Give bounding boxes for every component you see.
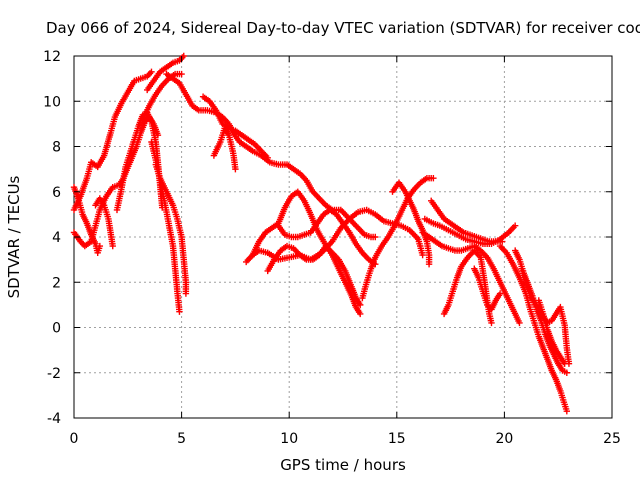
x-tick-label: 0 — [70, 431, 79, 447]
data-series-track-19 — [421, 215, 519, 247]
data-series-track-27 — [535, 297, 568, 367]
series-line — [430, 200, 503, 243]
data-point — [96, 242, 104, 250]
data-point — [109, 242, 116, 250]
data-series-track-23 — [471, 265, 504, 313]
data-series-track-21 — [419, 229, 523, 327]
grid-lines — [74, 56, 612, 418]
data-point — [488, 319, 495, 327]
data-point — [372, 233, 379, 241]
series-layer — [70, 52, 573, 415]
data-point — [419, 251, 426, 259]
data-point — [516, 319, 523, 327]
data-point — [148, 68, 155, 76]
data-series-track-17 — [359, 174, 437, 302]
x-tick-label: 5 — [177, 431, 186, 447]
data-point — [182, 290, 190, 297]
x-axis-label: GPS time / hours — [280, 456, 406, 474]
x-tick-label: 15 — [388, 431, 406, 447]
data-point — [563, 408, 571, 415]
data-series-track-12 — [152, 161, 190, 297]
y-tick-label: 4 — [52, 230, 61, 246]
data-point — [264, 154, 271, 162]
data-point — [357, 310, 364, 318]
data-series-track-9 — [92, 195, 116, 250]
y-tick-label: 6 — [52, 185, 61, 201]
y-tick-label: -4 — [47, 411, 61, 427]
series-line — [421, 231, 521, 324]
data-point — [232, 165, 239, 173]
tick-labels: 0 5 10 15 20 25 -4 -2 0 2 4 6 8 10 12 — [43, 49, 621, 447]
data-point — [178, 70, 185, 78]
data-series-track-15 — [264, 242, 364, 309]
x-tick-label: 25 — [603, 431, 621, 447]
data-series-track-6 — [210, 125, 239, 173]
data-series-track-1 — [70, 68, 155, 214]
data-point — [425, 260, 433, 268]
data-series-track-5 — [199, 93, 271, 162]
data-series-track-8 — [70, 184, 104, 256]
data-point — [357, 301, 364, 309]
y-tick-label: 12 — [43, 49, 61, 65]
data-point — [563, 369, 571, 376]
data-point — [561, 360, 568, 367]
y-tick-label: -2 — [47, 366, 61, 382]
data-point — [176, 308, 183, 315]
data-series-track-24 — [496, 242, 571, 415]
data-series-track-4 — [163, 70, 379, 241]
data-point — [496, 290, 504, 297]
y-axis-label: SDTVAR / TECUs — [5, 175, 23, 298]
x-tick-label: 10 — [280, 431, 298, 447]
data-series-track-20 — [428, 197, 506, 245]
data-point — [499, 238, 506, 245]
data-series-track-16 — [275, 206, 379, 268]
y-tick-label: 10 — [43, 94, 61, 110]
chart-title: Day 066 of 2024, Sidereal Day-to-day VTE… — [46, 19, 640, 37]
data-point — [430, 174, 437, 182]
data-series-track-10 — [113, 109, 166, 214]
data-point — [511, 222, 519, 229]
data-series-track-2 — [144, 52, 187, 94]
data-series-track-18 — [389, 179, 433, 268]
y-tick-label: 2 — [52, 275, 61, 291]
y-tick-label: 0 — [52, 321, 61, 337]
y-tick-label: 8 — [52, 140, 61, 156]
x-tick-label: 20 — [495, 431, 513, 447]
